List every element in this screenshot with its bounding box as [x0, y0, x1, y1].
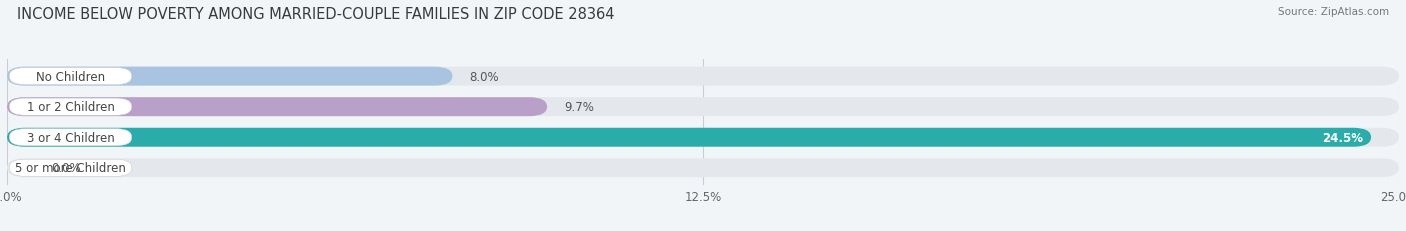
FancyBboxPatch shape — [7, 98, 547, 117]
Text: 8.0%: 8.0% — [470, 70, 499, 83]
FancyBboxPatch shape — [10, 160, 132, 176]
Text: INCOME BELOW POVERTY AMONG MARRIED-COUPLE FAMILIES IN ZIP CODE 28364: INCOME BELOW POVERTY AMONG MARRIED-COUPL… — [17, 7, 614, 22]
FancyBboxPatch shape — [7, 159, 1399, 177]
Text: 5 or more Children: 5 or more Children — [15, 162, 127, 175]
Text: 24.5%: 24.5% — [1322, 131, 1362, 144]
FancyBboxPatch shape — [7, 67, 1399, 86]
FancyBboxPatch shape — [10, 68, 132, 85]
FancyBboxPatch shape — [7, 128, 1371, 147]
FancyBboxPatch shape — [10, 99, 132, 116]
Text: No Children: No Children — [37, 70, 105, 83]
FancyBboxPatch shape — [7, 128, 1399, 147]
Text: 0.0%: 0.0% — [52, 162, 82, 175]
FancyBboxPatch shape — [7, 98, 1399, 117]
Text: Source: ZipAtlas.com: Source: ZipAtlas.com — [1278, 7, 1389, 17]
Text: 3 or 4 Children: 3 or 4 Children — [27, 131, 114, 144]
FancyBboxPatch shape — [7, 67, 453, 86]
FancyBboxPatch shape — [10, 129, 132, 146]
Text: 1 or 2 Children: 1 or 2 Children — [27, 101, 114, 114]
Text: 9.7%: 9.7% — [564, 101, 593, 114]
